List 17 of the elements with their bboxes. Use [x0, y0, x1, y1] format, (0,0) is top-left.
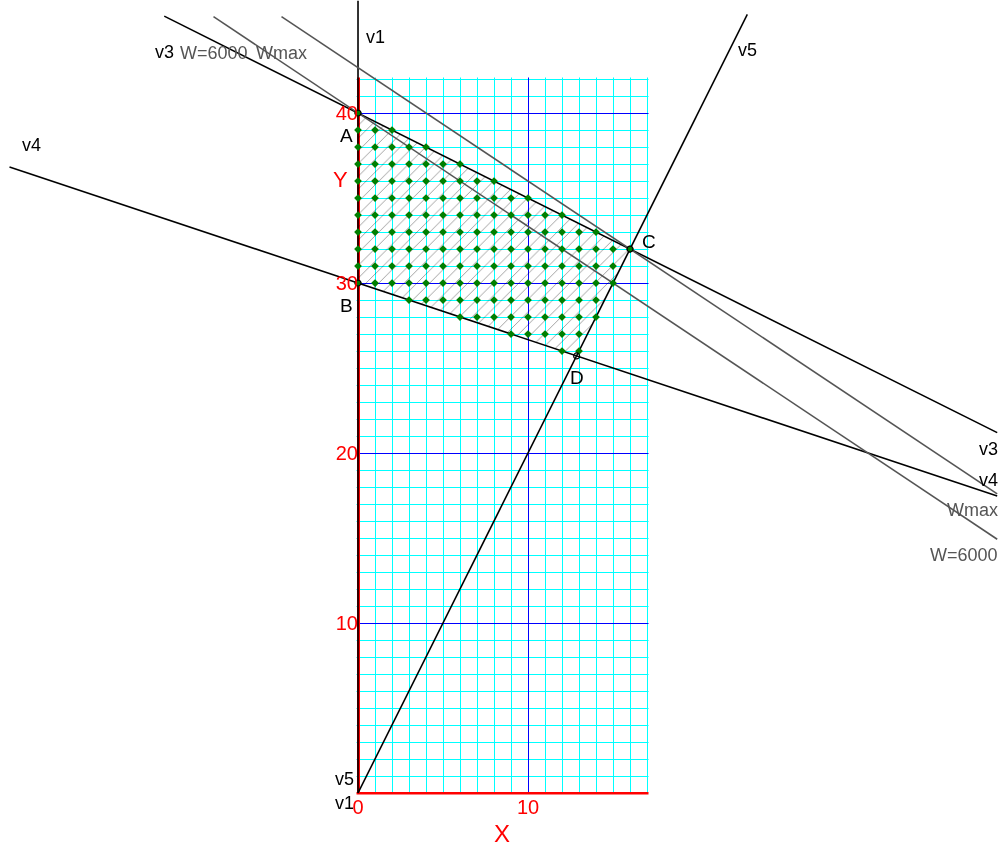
series-label: v5 — [738, 40, 758, 60]
text: v4 — [22, 135, 42, 155]
y-tick-label: 20 — [335, 442, 359, 465]
data-label: A — [340, 125, 353, 146]
text: v5 — [335, 769, 355, 789]
x-axis-title: X — [493, 820, 511, 848]
data-label: B — [340, 295, 353, 316]
text: v1 — [366, 27, 386, 47]
text: v3 — [155, 42, 175, 62]
x-tick-label: 0 — [352, 796, 364, 818]
text: W=6000 — [930, 545, 998, 565]
series-label: v4 — [979, 470, 999, 490]
y-tick-label: 30 — [335, 272, 359, 295]
y-axis-title: Y — [333, 167, 348, 192]
y-tick-label: 10 — [335, 612, 359, 635]
y-tick-label: 40 — [335, 102, 359, 125]
series-label: v3 — [979, 439, 999, 459]
